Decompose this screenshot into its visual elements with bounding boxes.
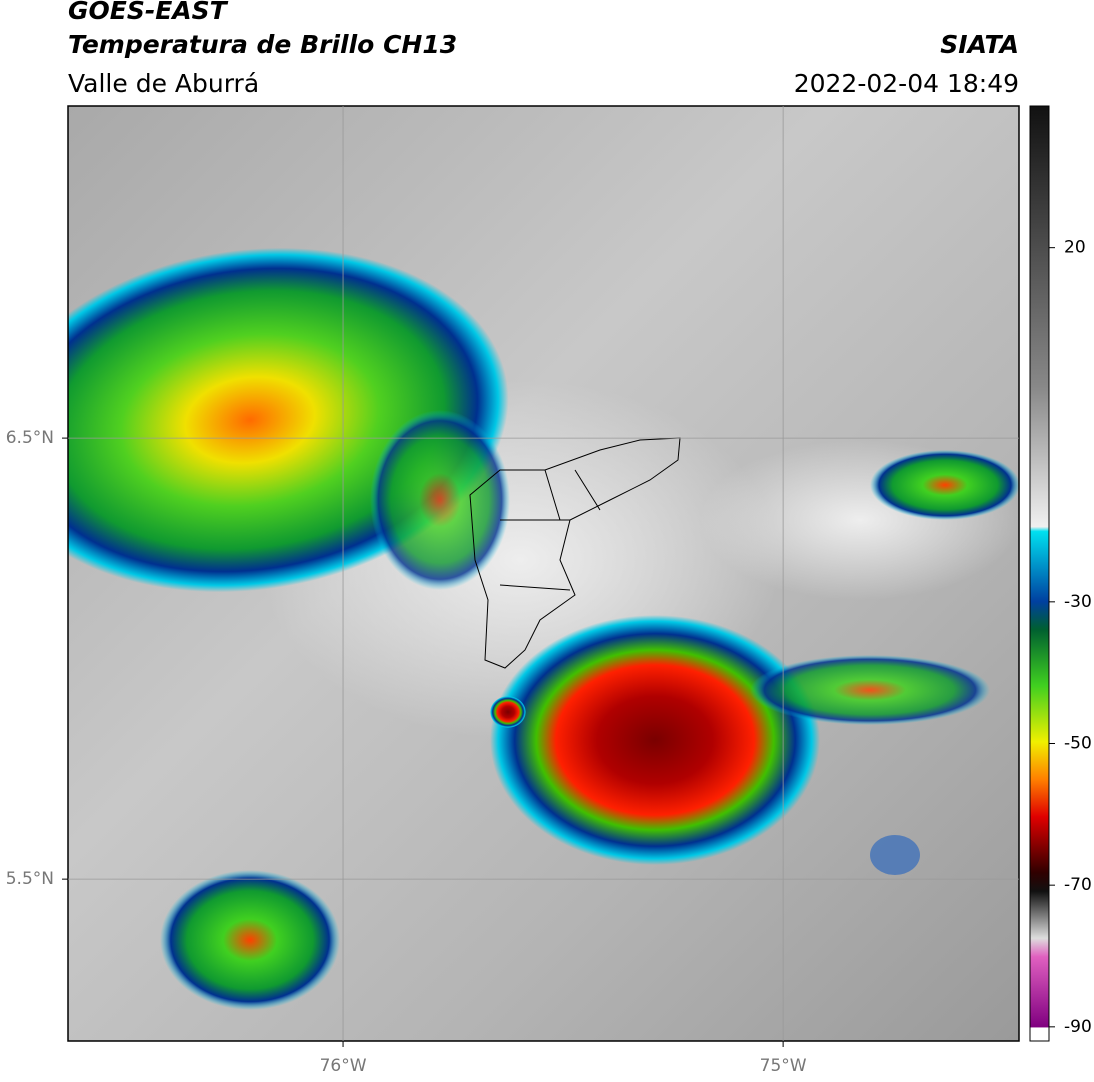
source: SIATA — [940, 30, 1019, 59]
colorbar-tick-label: -30 — [1064, 592, 1092, 612]
colorbar-tick-label: -70 — [1064, 875, 1092, 895]
subtitle: Temperatura de Brillo CH13 — [68, 30, 457, 59]
y-tick-label: 5.5°N — [6, 869, 54, 889]
colorbar — [1029, 105, 1050, 1042]
datetime: 2022-02-04 18:49 — [794, 69, 1019, 98]
satellite-image — [68, 106, 1019, 1041]
y-tick-label: 6.5°N — [6, 428, 54, 448]
title: GOES-EAST — [68, 0, 229, 25]
colorbar-tick-label: -90 — [1064, 1017, 1092, 1037]
x-tick-label: 75°W — [760, 1056, 807, 1076]
colorbar-tick-label: -50 — [1064, 734, 1092, 754]
map-frame — [67, 105, 1020, 1042]
x-tick-label: 76°W — [320, 1056, 367, 1076]
region: Valle de Aburrá — [68, 69, 259, 98]
colorbar-tick-label: 20 — [1064, 238, 1086, 258]
